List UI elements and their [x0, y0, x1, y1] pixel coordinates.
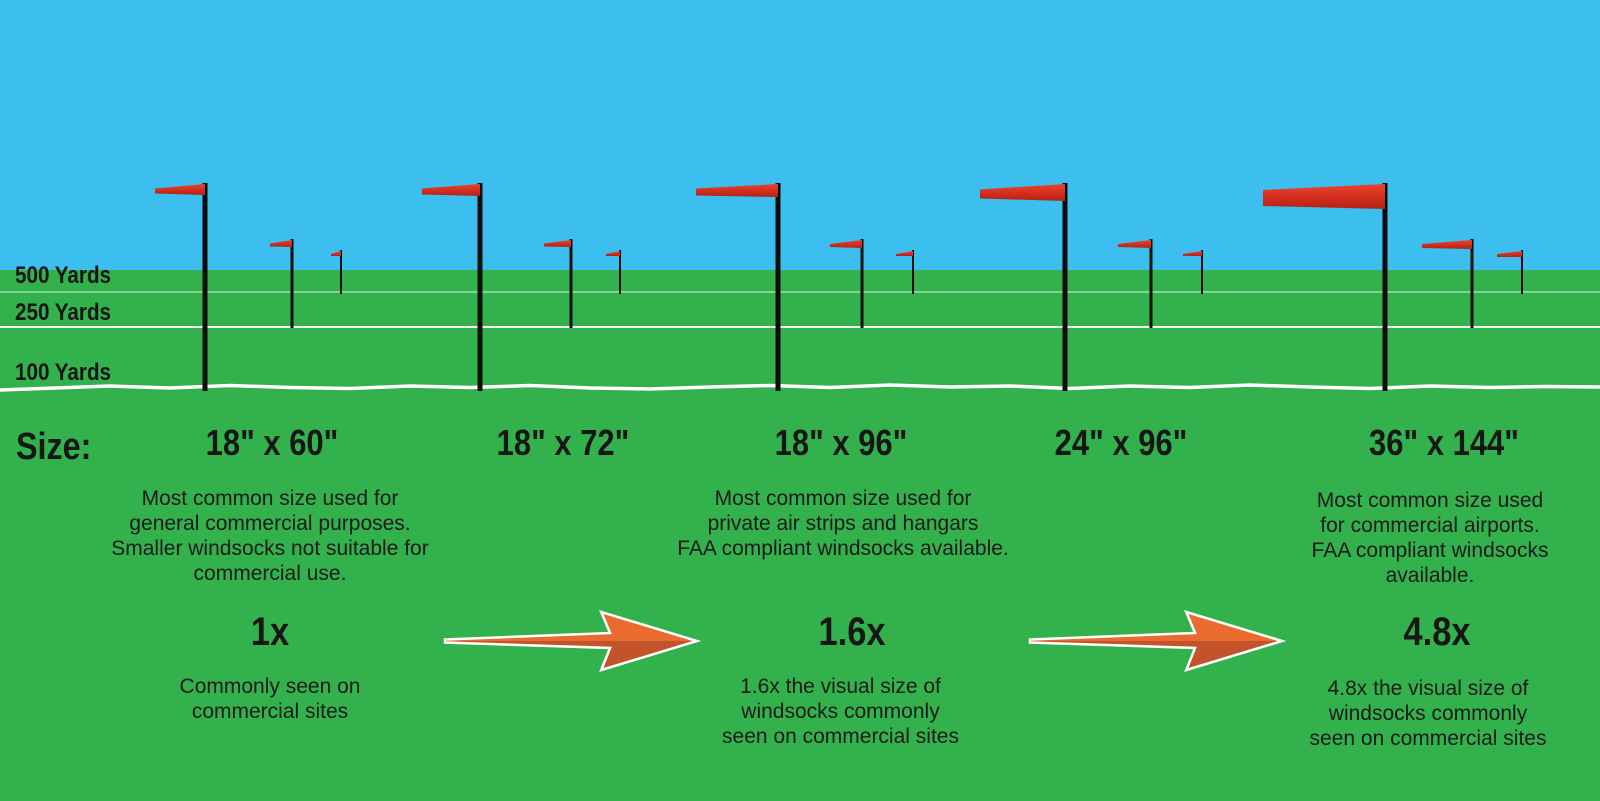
size-label-18x72: 18" x 72" [496, 422, 630, 463]
windsock-large-g2 [422, 184, 480, 196]
windsock-large-g5 [1263, 184, 1385, 209]
windsock-large-g1 [155, 184, 205, 195]
windsock-pole-small-g4 [1201, 250, 1203, 294]
description-18x96: Most common size used for private air st… [677, 487, 1009, 560]
description-36x144: Most common size used for commercial air… [1311, 489, 1549, 587]
windsock-medium-g3 [830, 240, 862, 248]
distance-label-500-yards: 500 Yards [15, 262, 112, 289]
windsock-small-g1 [331, 251, 341, 256]
windsock-pole-small-g3 [912, 250, 914, 294]
multiplier-1x: 1x [250, 610, 290, 654]
size-label-24x96: 24" x 96" [1054, 422, 1188, 463]
scale-arrow-1 [443, 610, 702, 672]
size-label-36x144: 36" x 144" [1369, 422, 1519, 463]
windsock-pole-small-g1 [340, 250, 342, 294]
windsock-small-g4 [1183, 251, 1202, 256]
distance-label-100-yards: 100 Yards [15, 359, 112, 386]
windsock-medium-g5 [1422, 240, 1472, 249]
windsock-large-g3 [696, 184, 778, 197]
note-1-6x: 1.6x the visual size of windsocks common… [722, 675, 959, 748]
description-18x60: Most common size used for general commer… [111, 487, 429, 585]
windsock-pole-small-g5 [1521, 250, 1523, 294]
windsock-medium-g4 [1118, 240, 1151, 248]
windsock-small-g5 [1497, 251, 1522, 257]
windsock-pole-large-g2 [477, 183, 483, 391]
size-row-heading: Size: [16, 426, 92, 468]
windsock-pole-medium-g3 [860, 239, 864, 328]
windsock-small-g2 [606, 251, 620, 256]
windsock-pole-medium-g1 [290, 239, 294, 328]
windsock-large-g4 [980, 184, 1065, 201]
multiplier-4-8x: 4.8x [1403, 610, 1471, 654]
windsock-pole-medium-g2 [569, 239, 573, 328]
windsock-medium-g1 [270, 240, 292, 247]
windsock-pole-medium-g5 [1470, 239, 1474, 328]
windsock-pole-large-g3 [775, 183, 781, 391]
multiplier-1-6x: 1.6x [818, 610, 886, 654]
windsock-medium-g2 [544, 240, 571, 247]
distance-line-100-yards-wavy [0, 383, 1600, 392]
size-label-18x96: 18" x 96" [774, 422, 908, 463]
windsock-pole-large-g1 [202, 183, 208, 391]
note-1x: Commonly seen on commercial sites [179, 675, 361, 723]
note-4-8x: 4.8x the visual size of windsocks common… [1309, 677, 1547, 750]
distance-label-250-yards: 250 Yards [15, 299, 112, 326]
windsock-pole-large-g5 [1382, 183, 1388, 391]
windsock-pole-large-g4 [1062, 183, 1068, 391]
windsock-pole-small-g2 [619, 250, 621, 294]
size-label-18x60: 18" x 60" [205, 422, 339, 463]
scale-arrow-2 [1028, 610, 1287, 672]
sky-background [0, 0, 1600, 270]
windsock-small-g3 [896, 251, 913, 256]
windsock-pole-medium-g4 [1149, 239, 1153, 328]
